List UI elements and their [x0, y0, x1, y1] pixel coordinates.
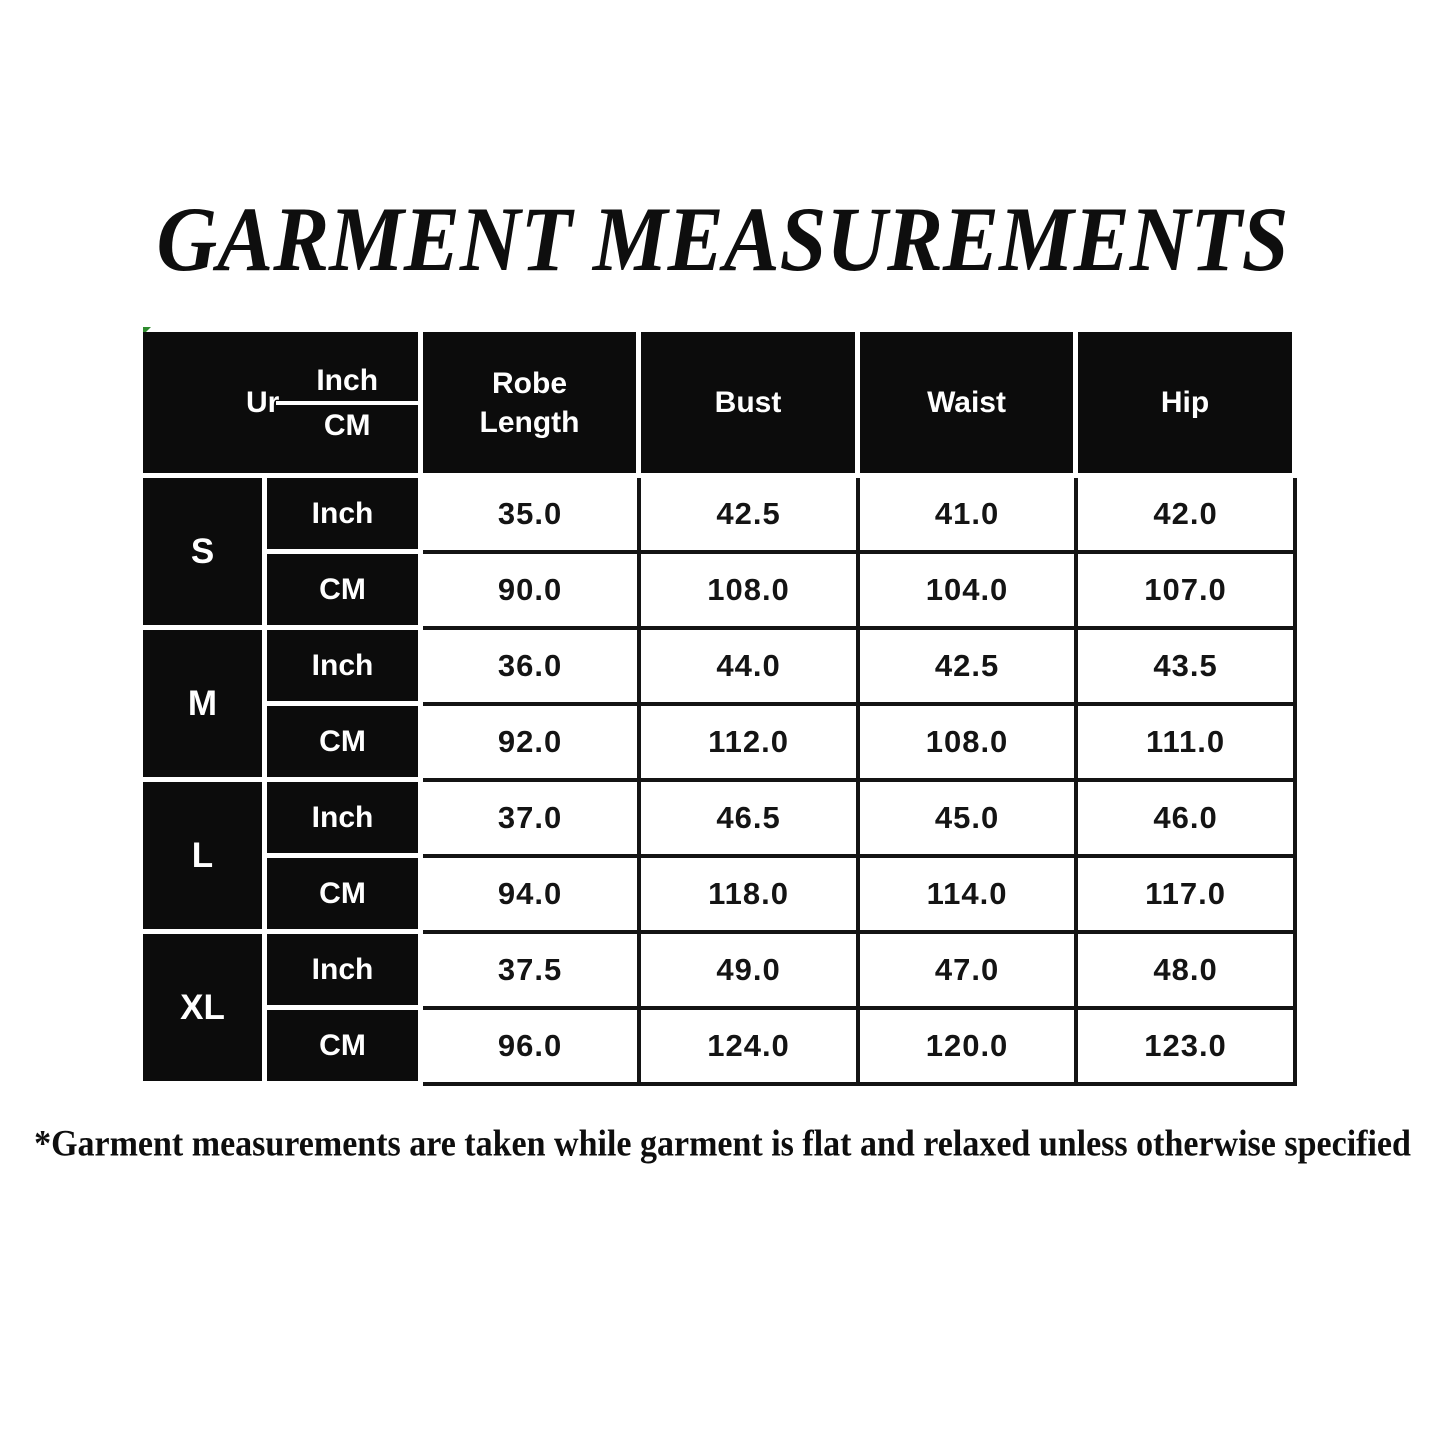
table-row: CM 90.0 108.0 104.0 107.0: [143, 554, 1298, 630]
column-header-robe-length: Robe Length: [423, 332, 642, 478]
measurement-value: 120.0: [860, 1010, 1079, 1086]
measurement-value: 118.0: [641, 858, 861, 934]
column-header-waist: Waist: [860, 332, 1079, 478]
measurement-value: 37.5: [423, 934, 642, 1010]
measurement-value: 90.0: [423, 554, 642, 630]
unit-fraction: Inch CM: [276, 364, 419, 442]
size-label-xl: XL: [143, 934, 267, 1086]
unit-header-cell: Ur Inch CM: [143, 332, 424, 478]
garment-measurements-table: Ur Inch CM Robe Length Bust Waist: [143, 332, 1298, 1086]
page-title: GARMENT MEASUREMENTS: [156, 188, 1289, 291]
unit-header-content: Ur Inch CM: [143, 364, 419, 442]
measurement-value: 46.0: [1078, 782, 1298, 858]
table-header-row: Ur Inch CM Robe Length Bust Waist: [143, 332, 1298, 478]
table-body: S Inch 35.0 42.5 41.0 42.0 CM 90.0 108.0 104.0 107…: [143, 478, 1298, 1086]
measurement-value: 43.5: [1078, 630, 1298, 706]
unit-row-label: CM: [267, 1010, 424, 1086]
table-row: CM 96.0 124.0 120.0 123.0: [143, 1010, 1298, 1086]
measurement-value: 47.0: [860, 934, 1079, 1010]
measurement-value: 42.5: [641, 478, 861, 554]
column-header-bust: Bust: [641, 332, 861, 478]
size-label-l: L: [143, 782, 267, 934]
measurement-value: 45.0: [860, 782, 1079, 858]
measurement-value: 107.0: [1078, 554, 1298, 630]
measurement-value: 108.0: [641, 554, 861, 630]
measurement-value: 92.0: [423, 706, 642, 782]
measurement-value: 36.0: [423, 630, 642, 706]
measurement-value: 124.0: [641, 1010, 861, 1086]
unit-row-label: Inch: [267, 630, 424, 706]
column-header-hip: Hip: [1078, 332, 1298, 478]
measurement-value: 42.0: [1078, 478, 1298, 554]
size-label-s: S: [143, 478, 267, 630]
size-label-m: M: [143, 630, 267, 782]
unit-row-label: CM: [267, 706, 424, 782]
table-row: S Inch 35.0 42.5 41.0 42.0: [143, 478, 1298, 630]
unit-row-label: Inch: [267, 934, 424, 1010]
unit-label-prefix: Ur: [246, 386, 280, 419]
unit-inch-label: Inch: [276, 364, 419, 405]
table-row: CM 94.0 118.0 114.0 117.0: [143, 858, 1298, 934]
measurement-value: 111.0: [1078, 706, 1298, 782]
unit-row-label: CM: [267, 858, 424, 934]
measurement-value: 117.0: [1078, 858, 1298, 934]
measurement-value: 35.0: [423, 478, 642, 554]
measurement-value: 104.0: [860, 554, 1079, 630]
measurement-value: 96.0: [423, 1010, 642, 1086]
table-row: M Inch 36.0 44.0 42.5 43.5: [143, 630, 1298, 782]
measurement-value: 123.0: [1078, 1010, 1298, 1086]
measurement-value: 114.0: [860, 858, 1079, 934]
measurement-value: 42.5: [860, 630, 1079, 706]
measurement-value: 49.0: [641, 934, 861, 1010]
unit-row-label: Inch: [267, 782, 424, 858]
table-row: XL Inch 37.5 49.0 47.0 48.0: [143, 934, 1298, 1086]
table-row: CM 92.0 112.0 108.0 111.0: [143, 706, 1298, 782]
measurement-value: 108.0: [860, 706, 1079, 782]
measurement-value: 46.5: [641, 782, 861, 858]
corner-artifact: [143, 327, 151, 335]
measurement-value: 41.0: [860, 478, 1079, 554]
footnote: *Garment measurements are taken while ga…: [34, 1124, 1411, 1164]
measurement-value: 44.0: [641, 630, 861, 706]
measurement-value: 37.0: [423, 782, 642, 858]
measurement-value: 94.0: [423, 858, 642, 934]
unit-row-label: CM: [267, 554, 424, 630]
unit-cm-label: CM: [323, 408, 371, 442]
table-row: L Inch 37.0 46.5 45.0 46.0: [143, 782, 1298, 934]
unit-row-label: Inch: [267, 478, 424, 554]
measurement-value: 48.0: [1078, 934, 1298, 1010]
measurement-value: 112.0: [641, 706, 861, 782]
